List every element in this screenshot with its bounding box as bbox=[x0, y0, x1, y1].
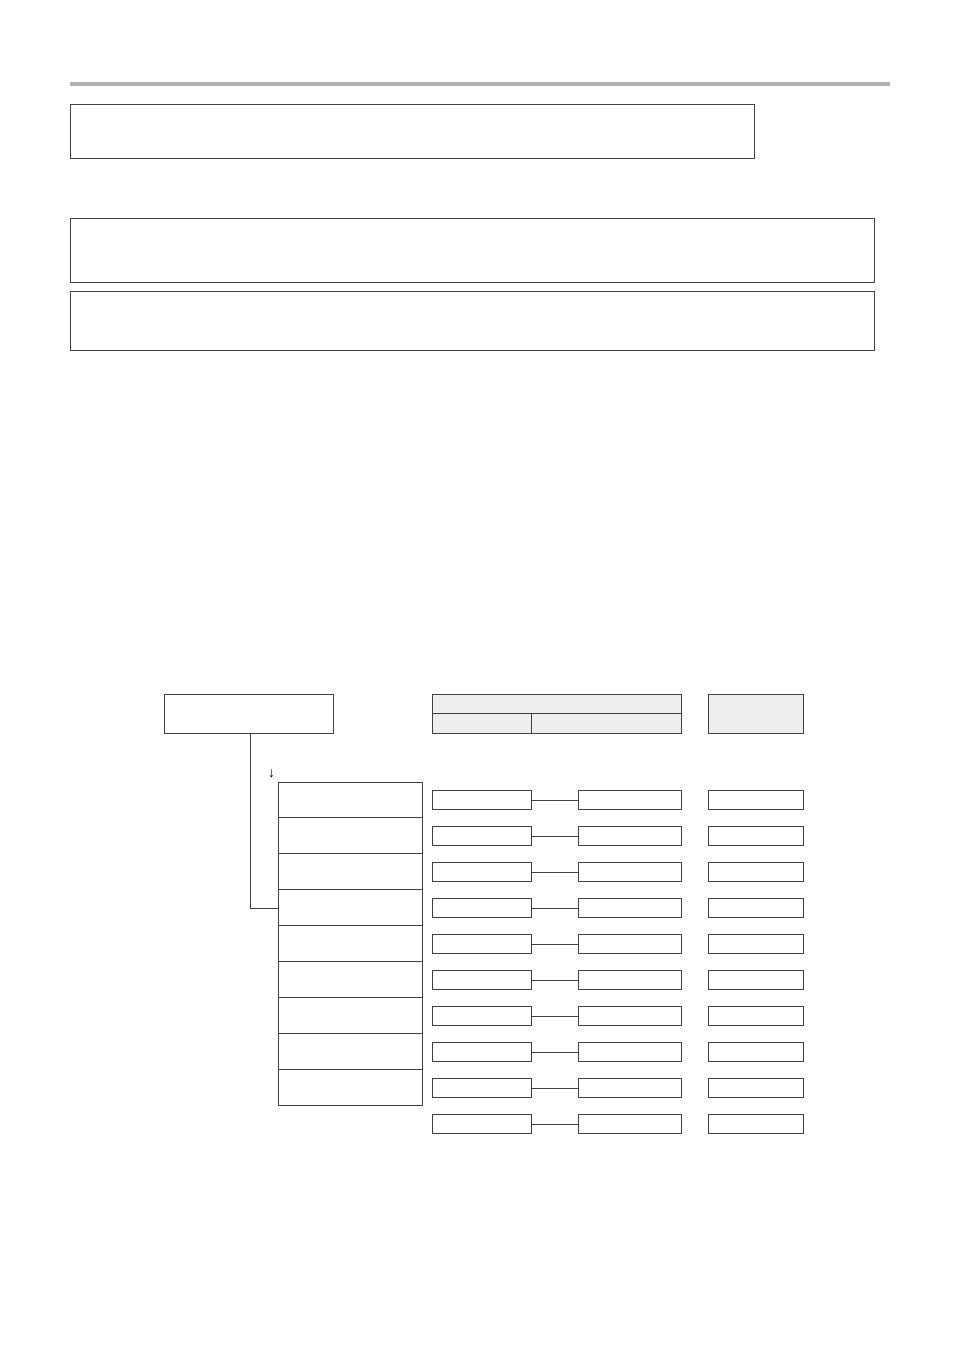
tree-cell-a bbox=[432, 934, 532, 954]
tree-row-label bbox=[278, 962, 423, 998]
tree-root bbox=[164, 694, 334, 734]
tree-connector bbox=[532, 836, 578, 837]
tree-row-label bbox=[278, 926, 423, 962]
tree-cell-b bbox=[578, 934, 682, 954]
tree-cell-a bbox=[432, 790, 532, 810]
tree-header-span bbox=[432, 694, 682, 714]
tree-cell-c bbox=[708, 934, 804, 954]
tree-connector bbox=[532, 944, 578, 945]
tree-header-col-b bbox=[532, 714, 682, 734]
tree-connector bbox=[532, 1052, 578, 1053]
tree-connector bbox=[532, 872, 578, 873]
tree-connector bbox=[532, 1088, 578, 1089]
tree-connector bbox=[532, 1124, 578, 1125]
tree-cell-c bbox=[708, 1114, 804, 1134]
tree-connector bbox=[532, 980, 578, 981]
tree-cell-c bbox=[708, 1078, 804, 1098]
tree-cell-c bbox=[708, 826, 804, 846]
tree-row-label bbox=[278, 998, 423, 1034]
tree-connector bbox=[532, 800, 578, 801]
tree-cell-a bbox=[432, 1114, 532, 1134]
tree-row-label bbox=[278, 818, 423, 854]
tree-cell-c bbox=[708, 970, 804, 990]
tree-row-label bbox=[278, 890, 423, 926]
tree-cell-a bbox=[432, 1078, 532, 1098]
tree-cell-b bbox=[578, 1078, 682, 1098]
tree-header-far-col bbox=[708, 694, 804, 734]
tree-cell-a bbox=[432, 898, 532, 918]
tree-connector bbox=[532, 1016, 578, 1017]
info-box-wide-lower bbox=[70, 291, 875, 351]
down-arrow-icon: ↓ bbox=[268, 764, 275, 780]
info-box-top bbox=[70, 104, 755, 159]
info-box-wide-upper bbox=[70, 218, 875, 283]
tree-cell-b bbox=[578, 898, 682, 918]
tree-cell-c bbox=[708, 1042, 804, 1062]
tree-cell-b bbox=[578, 1114, 682, 1134]
tree-cell-b bbox=[578, 970, 682, 990]
tree-cell-b bbox=[578, 1042, 682, 1062]
tree-row-label bbox=[278, 854, 423, 890]
tree-row-label bbox=[278, 1034, 423, 1070]
tree-row-label bbox=[278, 1070, 423, 1106]
tree-cell-a bbox=[432, 1042, 532, 1062]
tree-cell-b bbox=[578, 790, 682, 810]
tree-cell-c bbox=[708, 790, 804, 810]
tree-cell-a bbox=[432, 970, 532, 990]
tree-branch-tick bbox=[250, 908, 278, 909]
tree-cell-c bbox=[708, 1006, 804, 1026]
tree-cell-b bbox=[578, 1006, 682, 1026]
horizontal-rule bbox=[70, 82, 890, 86]
tree-trunk-line bbox=[250, 734, 251, 908]
tree-connector bbox=[532, 908, 578, 909]
tree-header-col-a bbox=[432, 714, 532, 734]
tree-row-label bbox=[278, 782, 423, 818]
tree-cell-a bbox=[432, 1006, 532, 1026]
tree-cell-c bbox=[708, 898, 804, 918]
tree-cell-a bbox=[432, 862, 532, 882]
tree-cell-a bbox=[432, 826, 532, 846]
tree-cell-b bbox=[578, 862, 682, 882]
tree-cell-b bbox=[578, 826, 682, 846]
tree-cell-c bbox=[708, 862, 804, 882]
